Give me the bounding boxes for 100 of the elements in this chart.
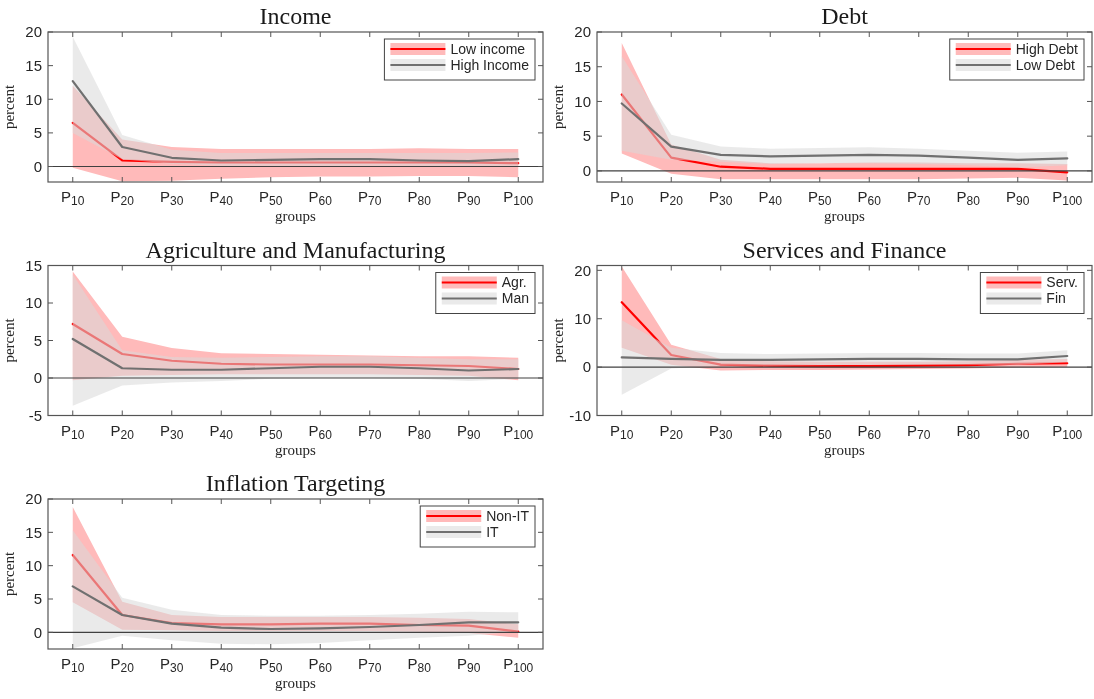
x-tick-label: P$_{90}$: [457, 421, 481, 442]
line-series: [620, 301, 1069, 368]
x-tick-label: P$_{70}$: [358, 421, 382, 442]
x-tick-label: P$_{100}$: [503, 421, 534, 442]
x-tick-label: P$_{70}$: [358, 655, 382, 675]
y-tick-label: 20: [25, 23, 42, 41]
legend-label: Man: [501, 290, 529, 307]
x-tick-label: P$_{90}$: [1006, 421, 1030, 442]
x-tick-label: P$_{90}$: [457, 188, 481, 208]
x-tick-label: P$_{20}$: [110, 421, 135, 442]
y-tick-label: 15: [25, 256, 42, 274]
x-tick-label: P$_{80}$: [956, 188, 981, 208]
y-tick-label: 10: [25, 556, 42, 574]
legend-label: High Income: [450, 56, 530, 73]
y-tick-label: 0: [33, 157, 42, 175]
line-series: [71, 121, 520, 165]
chart-title: Income: [259, 3, 332, 29]
y-tick-label: 15: [574, 57, 591, 75]
x-tick-label: P$_{70}$: [358, 188, 382, 208]
x-axis-title: groups: [275, 208, 317, 224]
legend-label: Non-IT: [486, 507, 530, 524]
x-axis-title: groups: [824, 441, 866, 458]
y-tick-label: -10: [569, 406, 591, 424]
y-tick-label: 15: [25, 56, 42, 74]
x-tick-label: P$_{20}$: [110, 655, 135, 675]
y-axis-title: percent: [1, 551, 17, 597]
y-tick-label: 0: [33, 369, 42, 387]
y-tick-label: 20: [25, 490, 42, 508]
y-tick-label: 10: [25, 294, 42, 312]
x-tick-label: P$_{80}$: [407, 188, 432, 208]
x-tick-label: P$_{30}$: [709, 188, 733, 208]
line-series: [620, 93, 1069, 174]
x-axis-title: groups: [275, 441, 317, 458]
y-axis-title: percent: [550, 317, 566, 363]
x-tick-label: P$_{100}$: [503, 655, 534, 675]
y-axis-title: percent: [550, 84, 566, 130]
x-tick-label: P$_{30}$: [160, 188, 184, 208]
legend-label: Agr.: [501, 274, 527, 291]
legend-label: Low income: [450, 40, 526, 57]
x-tick-label: P$_{100}$: [1052, 421, 1083, 442]
x-tick-label: P$_{70}$: [907, 188, 931, 208]
x-tick-label: P$_{40}$: [209, 421, 234, 442]
x-tick-label: P$_{40}$: [758, 421, 783, 442]
x-tick-label: P$_{100}$: [1052, 188, 1083, 208]
y-tick-label: 20: [574, 261, 591, 279]
x-tick-label: P$_{20}$: [659, 421, 684, 442]
chart-title: Services and Finance: [742, 236, 947, 263]
y-axis-title: percent: [1, 317, 17, 363]
x-tick-label: P$_{50}$: [259, 655, 283, 675]
x-tick-label: P$_{50}$: [808, 188, 832, 208]
y-tick-label: 5: [33, 590, 42, 608]
x-tick-label: P$_{90}$: [1006, 188, 1030, 208]
x-axis-title: groups: [275, 675, 317, 691]
legend-label: High Debt: [1015, 40, 1079, 57]
chart-title: Debt: [821, 3, 869, 29]
legend-label: Fin: [1046, 290, 1066, 307]
y-tick-label: 5: [33, 124, 42, 142]
line-series: [71, 80, 520, 163]
x-tick-label: P$_{90}$: [457, 655, 481, 675]
chart-title: Inflation Targeting: [205, 470, 386, 496]
line-series: [71, 585, 520, 631]
x-tick-label: P$_{10}$: [61, 655, 85, 675]
y-tick-label: 20: [574, 23, 591, 41]
y-axis-title: percent: [1, 84, 17, 130]
x-tick-label: P$_{80}$: [956, 421, 981, 442]
y-tick-label: 10: [574, 92, 591, 110]
x-tick-label: P$_{50}$: [259, 421, 283, 442]
y-tick-label: 15: [25, 523, 42, 541]
x-tick-label: P$_{10}$: [61, 421, 85, 442]
chart-title: Agriculture and Manufacturing: [145, 236, 446, 263]
x-tick-label: P$_{20}$: [659, 188, 684, 208]
x-tick-label: P$_{10}$: [61, 188, 85, 208]
y-tick-label: 10: [25, 90, 42, 108]
x-tick-label: P$_{80}$: [407, 421, 432, 442]
x-tick-label: P$_{10}$: [610, 421, 634, 442]
legend-label: IT: [486, 523, 500, 540]
x-tick-label: P$_{80}$: [407, 655, 432, 675]
x-tick-label: P$_{100}$: [503, 188, 534, 208]
y-tick-label: 0: [33, 623, 42, 641]
x-tick-label: P$_{60}$: [857, 188, 882, 208]
y-tick-label: -5: [28, 406, 42, 424]
x-tick-label: P$_{20}$: [110, 188, 135, 208]
line-series: [71, 553, 520, 633]
x-tick-label: P$_{60}$: [308, 655, 333, 675]
y-tick-label: 5: [582, 127, 591, 145]
x-tick-label: P$_{60}$: [308, 421, 333, 442]
x-tick-label: P$_{60}$: [308, 188, 333, 208]
y-tick-label: 0: [582, 162, 591, 180]
x-tick-label: P$_{40}$: [209, 655, 234, 675]
x-tick-label: P$_{40}$: [209, 188, 234, 208]
x-axis-title: groups: [824, 208, 866, 224]
x-tick-label: P$_{40}$: [758, 188, 783, 208]
x-tick-label: P$_{50}$: [259, 188, 283, 208]
x-tick-label: P$_{30}$: [160, 421, 184, 442]
x-tick-label: P$_{70}$: [907, 421, 931, 442]
legend-label: Serv.: [1046, 274, 1078, 291]
x-tick-label: P$_{60}$: [857, 421, 882, 442]
x-tick-label: P$_{50}$: [808, 421, 832, 442]
x-tick-label: P$_{10}$: [610, 188, 634, 208]
line-series: [71, 337, 520, 372]
